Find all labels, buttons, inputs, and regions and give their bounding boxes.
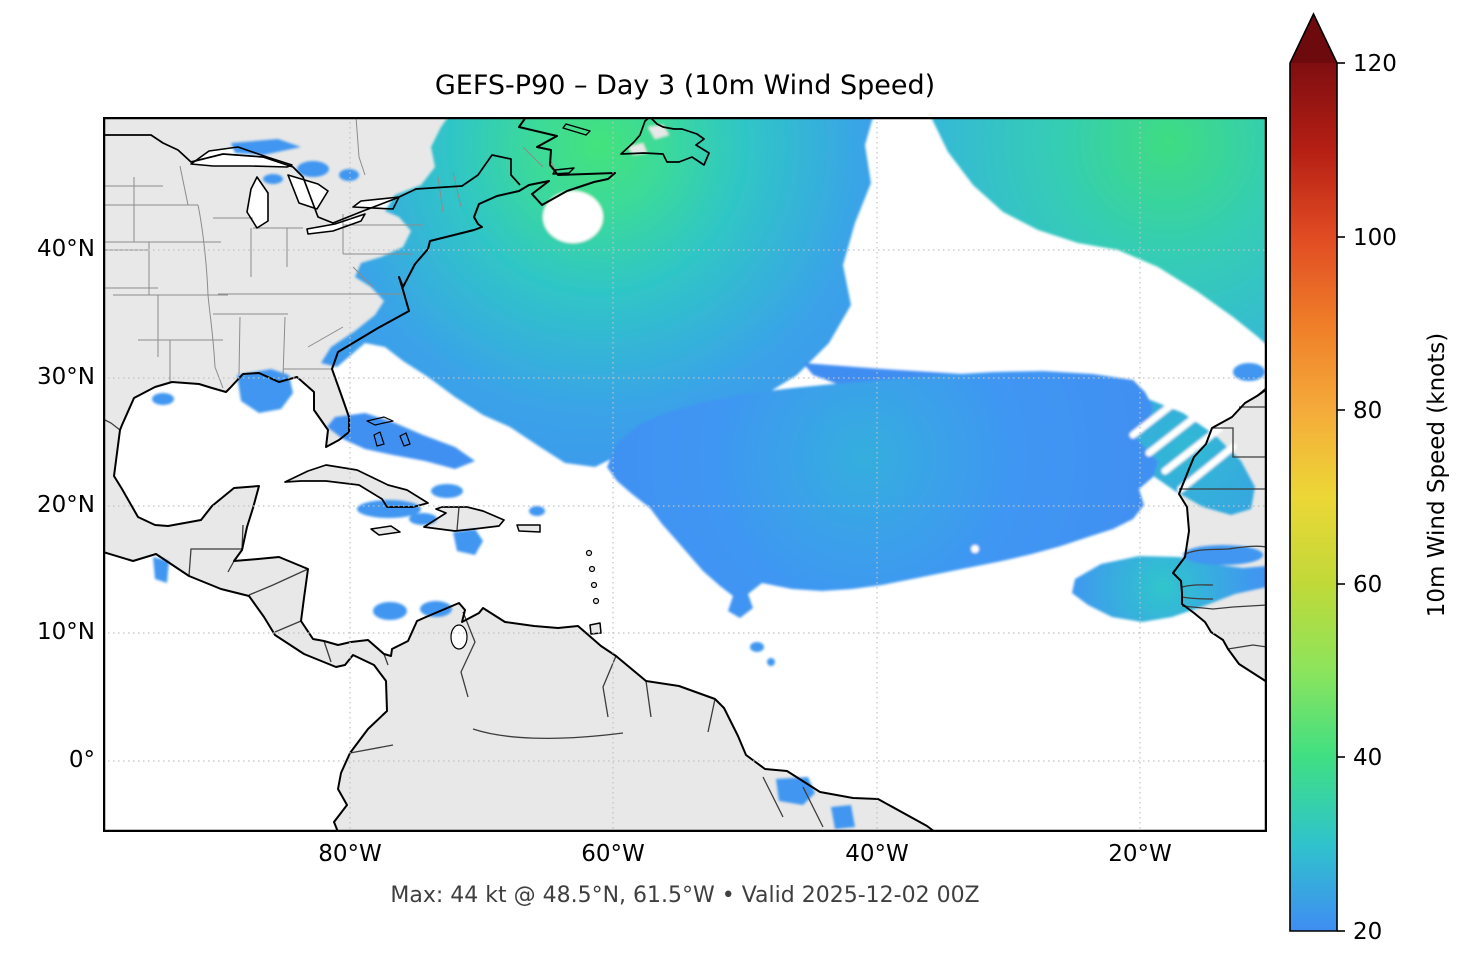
wind-map-svg bbox=[103, 117, 1267, 832]
svg-text:80: 80 bbox=[1353, 398, 1382, 424]
lake-maracaibo bbox=[451, 625, 467, 649]
y-tick-40n: 40°N bbox=[37, 236, 95, 262]
y-tick-0: 0° bbox=[68, 747, 95, 773]
svg-text:100: 100 bbox=[1353, 225, 1397, 251]
chart-title: GEFS-P90 – Day 3 (10m Wind Speed) bbox=[434, 70, 936, 101]
country-borders bbox=[103, 386, 1267, 828]
coastlines bbox=[103, 117, 1267, 832]
y-tick-10n: 10°N bbox=[37, 619, 95, 645]
wind-blob-northeast-atlantic bbox=[931, 117, 1267, 345]
cuba bbox=[285, 465, 428, 507]
colorbar-ticks bbox=[1337, 62, 1345, 932]
map-canvas bbox=[103, 117, 1267, 832]
colorbar-outline bbox=[1289, 12, 1338, 932]
x-tick-80w: 80°W bbox=[318, 841, 382, 867]
wind-small-patches bbox=[152, 139, 1265, 829]
wind-blob-trade-winds bbox=[607, 371, 1158, 618]
wind-blob-atlantic-canada-storm bbox=[321, 117, 873, 467]
svg-text:120: 120 bbox=[1353, 51, 1397, 77]
gridlines bbox=[103, 117, 1267, 832]
colorbar-gradient bbox=[1290, 63, 1337, 931]
svg-text:60: 60 bbox=[1353, 572, 1382, 598]
map-frame bbox=[103, 117, 1267, 832]
colorbar-axis-label: 10m Wind Speed (knots) bbox=[1424, 332, 1450, 618]
colorbar: 20 40 60 80 100 120 bbox=[1289, 12, 1397, 945]
americas-landmass bbox=[103, 117, 935, 832]
state-borders bbox=[103, 117, 559, 389]
y-tick-30n: 30°N bbox=[37, 364, 95, 390]
colorbar-tick-labels: 20 40 60 80 100 120 bbox=[1353, 51, 1397, 945]
svg-text:20: 20 bbox=[1353, 919, 1382, 945]
puerto-rico bbox=[517, 525, 540, 532]
x-tick-20w: 20°W bbox=[1108, 841, 1172, 867]
x-tick-60w: 60°W bbox=[581, 841, 645, 867]
wind-field bbox=[152, 117, 1267, 829]
trinidad bbox=[590, 623, 601, 634]
svg-text:40: 40 bbox=[1353, 745, 1382, 771]
colorbar-extend-arrow bbox=[1290, 14, 1337, 63]
coastal-stripe-gaps bbox=[1129, 389, 1237, 493]
hispaniola bbox=[424, 507, 504, 531]
newfoundland-calm-patches bbox=[628, 125, 669, 155]
us-canada-border bbox=[103, 134, 521, 224]
wind-blob-carolina-tail bbox=[327, 413, 475, 469]
calm-holes bbox=[543, 191, 979, 592]
lesser-antilles bbox=[585, 549, 600, 605]
y-tick-20n: 20°N bbox=[37, 492, 95, 518]
x-tick-40w: 40°W bbox=[845, 841, 909, 867]
chart-subtitle: Max: 44 kt @ 48.5°N, 61.5°W • Valid 2025… bbox=[390, 883, 980, 908]
wind-blob-senegal bbox=[1072, 556, 1267, 622]
